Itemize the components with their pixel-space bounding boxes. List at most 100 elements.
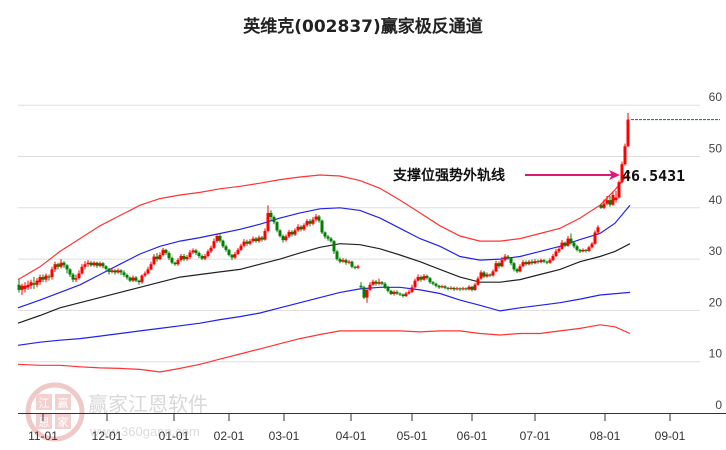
candle [230,254,234,258]
candle [476,278,480,285]
candle [554,251,558,257]
candle [518,266,522,272]
candle [560,242,564,249]
candle [449,287,453,289]
y-tick-label: 40 [709,193,723,207]
candle [380,282,384,284]
candle [308,221,312,224]
candle [419,277,423,280]
candle [512,263,516,270]
candle [311,219,315,224]
y-axis: 0 10 20 30 40 50 60 [709,90,723,412]
gridlines [18,104,700,363]
candle [542,260,546,262]
candle [506,256,510,259]
x-tick-label: 01-01 [159,429,190,443]
candle [293,230,297,235]
candle [425,276,429,279]
candlesticks [17,112,630,303]
candle [413,280,417,288]
candle [557,248,561,252]
candle [20,285,24,290]
candle [395,291,399,294]
candle [605,200,609,204]
channel-bands [17,171,631,373]
watermark-url: www.360gann.com [89,424,200,439]
candle [410,287,414,292]
candle [209,247,213,252]
candle [260,237,264,240]
candle [329,238,333,242]
y-tick-label: 50 [709,142,723,156]
candle [383,283,387,288]
candle [491,271,495,276]
candle [353,266,357,268]
candle [173,262,177,265]
candle [80,266,84,274]
candle [356,266,360,268]
candle [155,256,159,260]
candle [623,146,627,165]
candle [134,277,138,281]
candle [104,266,108,269]
candle [281,236,285,241]
candle [455,288,459,290]
y-tick-label: 20 [709,295,723,309]
annotation-value: 46.5431 [622,167,685,185]
candle [269,212,273,218]
candle [368,284,372,290]
candle [440,286,444,288]
candle [272,217,276,223]
candle [215,236,219,242]
x-tick-label: 06-01 [457,429,488,443]
x-tick-label: 12-01 [92,429,123,443]
candle [305,221,309,226]
candle [47,276,51,278]
candle [611,194,615,205]
candle [581,249,585,252]
candle [257,237,261,242]
candle [428,278,432,283]
candle [56,264,60,267]
candle [371,281,375,285]
candle [578,249,582,252]
candle [176,260,180,265]
candle [71,274,75,280]
candle [458,288,462,290]
candle [530,261,534,264]
candle [407,291,411,294]
candle [389,290,393,294]
x-tick-label: 05-01 [397,429,428,443]
candle [233,253,237,258]
candle [503,256,507,261]
candle [599,205,603,208]
candle [251,238,255,242]
candle [50,269,54,278]
candle [524,262,528,265]
candle [569,238,573,243]
candle [236,249,240,254]
candle [284,236,288,241]
lower-inner-band [17,286,631,346]
candle [545,261,549,263]
candle [62,262,66,266]
candle [245,241,249,244]
candle [416,277,420,281]
y-tick-label: 0 [715,398,722,412]
candle [566,238,570,246]
candle [608,200,612,205]
candle [386,287,390,291]
candle [320,220,324,233]
candle [218,236,222,241]
candle [203,256,207,259]
candle [392,291,396,294]
candle [497,263,501,267]
candle [119,270,123,273]
candle [278,230,282,237]
candle [338,259,342,262]
candle [500,260,504,267]
watermark: 江 赢 恩 家 赢家江恩软件 www.360gann.com [25,382,208,442]
candle [59,262,63,267]
x-tick-label: 08-01 [590,429,621,443]
candle [359,285,363,288]
